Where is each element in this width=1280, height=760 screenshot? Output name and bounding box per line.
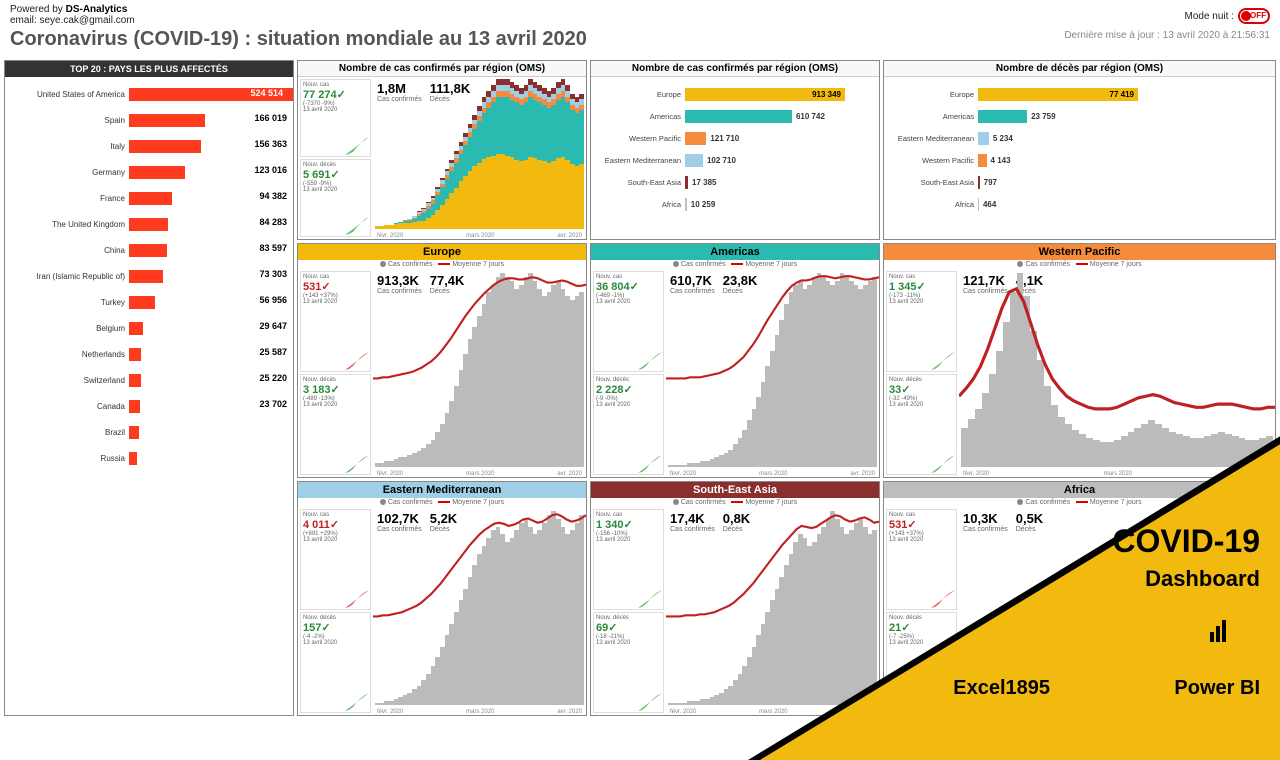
hbar-deaths-chart: Europe77 419Americas23 759Eastern Medite… — [884, 77, 1275, 239]
panel-global: Nombre de cas confirmés par région (OMS)… — [297, 60, 587, 240]
top20-chart: United States of America524 514Spain166 … — [5, 77, 293, 715]
panel-southeast-asia: South-East Asia Cas confirmés Moyenne 7 … — [590, 481, 880, 716]
panel-western-pacific: Western Pacific Cas confirmés Moyenne 7 … — [883, 243, 1276, 478]
panel-top20: TOP 20 : PAYS LES PLUS AFFECTÉS United S… — [4, 60, 294, 716]
panel-hbar-deaths: Nombre de décès par région (OMS) Europe7… — [883, 60, 1276, 240]
hbar-cases-chart: Europe913 349Americas610 742Western Paci… — [591, 77, 879, 239]
kpi-new-cases: Nouv. cas 77 274✓ (-7370 -9%) 13 avril 2… — [300, 79, 371, 157]
global-stacked-chart — [375, 79, 584, 229]
panel-hbar-cases: Nombre de cas confirmés par région (OMS)… — [590, 60, 880, 240]
panel-global-title: Nombre de cas confirmés par région (OMS) — [298, 61, 586, 77]
dashboard-grid: Nombre de cas confirmés par région (OMS)… — [4, 60, 1276, 716]
header-right: Mode nuit : OFF Dernière mise à jour : 1… — [1064, 8, 1270, 41]
kpi-new-deaths: Nouv. décès 5 691✓ (-559 -9%) 13 avril 2… — [300, 159, 371, 237]
panel-eastern-med: Eastern Mediterranean Cas confirmés Moye… — [297, 481, 587, 716]
panel-europe: Europe Cas confirmés Moyenne 7 jours Nou… — [297, 243, 587, 478]
night-mode: Mode nuit : OFF — [1064, 8, 1270, 24]
night-mode-toggle[interactable]: OFF — [1238, 8, 1270, 24]
last-update: Dernière mise à jour : 13 avril 2020 à 2… — [1064, 30, 1270, 41]
panel-americas: Americas Cas confirmés Moyenne 7 jours N… — [590, 243, 880, 478]
panel-africa: Africa Cas confirmés Moyenne 7 jours Nou… — [883, 481, 1276, 716]
